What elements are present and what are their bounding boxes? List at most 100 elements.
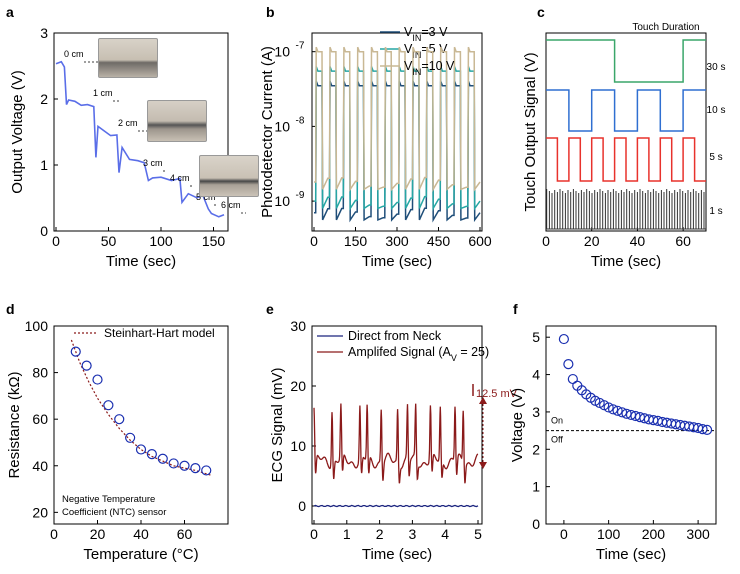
panel-label-f: f — [513, 301, 518, 317]
step-annotation-0: 0 cm — [64, 49, 84, 59]
x-tick-label-a-3: 150 — [202, 233, 226, 249]
x-axis-label-e: Time (sec) — [362, 546, 432, 563]
series-line-b-0 — [314, 80, 481, 223]
y-tick-label-d-1: 40 — [32, 458, 48, 474]
step-annotation-6: 6 cm — [221, 200, 241, 210]
data-point-d-7 — [146, 449, 157, 460]
data-point-d-5 — [125, 432, 136, 443]
series-line-e-0 — [313, 504, 479, 508]
model-curve-d — [70, 339, 211, 476]
plot-frame-e — [311, 325, 483, 525]
x-tick-label-e-1: 1 — [343, 526, 351, 542]
x-tick-label-e-2: 2 — [376, 526, 384, 542]
step-annotation-1: 1 cm — [93, 88, 113, 98]
y-tick-label-f-1: 1 — [532, 479, 540, 495]
data-point-d-10 — [179, 460, 190, 471]
x-tick-label-c-2: 40 — [630, 233, 646, 249]
note-line-2-d: Coefficient (NTC) sensor — [62, 507, 166, 518]
data-point-d-4 — [114, 414, 125, 425]
x-tick-label-f-2: 200 — [642, 526, 666, 542]
panel-label-a: a — [6, 4, 14, 20]
chart-title-c: Touch Duration — [632, 22, 699, 33]
data-point-d-1 — [81, 360, 92, 371]
y-tick-label-d-0: 20 — [32, 504, 48, 520]
x-tick-label-b-4: 600 — [468, 233, 492, 249]
y-tick-label-e-2: 20 — [290, 378, 306, 394]
y-tick-label-a-2: 2 — [40, 91, 48, 107]
data-point-d-6 — [135, 444, 147, 455]
y-tick-label-d-4: 100 — [25, 318, 49, 334]
plot-frame-f — [545, 325, 717, 525]
y-axis-label-f: Voltage (V) — [509, 388, 526, 462]
y-tick-label-d-3: 80 — [32, 365, 48, 381]
x-axis-label-f: Time (sec) — [596, 546, 666, 563]
x-axis-label-d: Temperature (°C) — [83, 546, 198, 563]
data-point-d-8 — [157, 453, 168, 464]
plot-frame-b — [311, 32, 483, 232]
y-axis-label-c: Touch Output Signal (V) — [522, 52, 539, 211]
series-line-b-1 — [314, 66, 481, 212]
data-point-f-0 — [558, 333, 569, 345]
data-point-f-11 — [608, 404, 619, 415]
y-axis-label-a: Output Voltage (V) — [9, 70, 26, 193]
y-tick-exp-b-2: -7 — [296, 41, 305, 52]
y-tick-label-d-2: 60 — [32, 411, 48, 427]
panel-label-b: b — [266, 4, 275, 20]
x-tick-label-d-1: 20 — [90, 526, 106, 542]
photo-inset-hand-touch-2 — [147, 100, 207, 142]
duration-label-c-2: 5 s — [709, 152, 722, 163]
y-tick-label-f-2: 2 — [532, 441, 540, 457]
data-point-d-3 — [103, 400, 114, 411]
legend-label-b-2: VIN=10 V — [404, 59, 455, 77]
y-axis-label-e: ECG Signal (mV) — [269, 367, 286, 482]
duration-label-c-0: 30 s — [707, 62, 726, 73]
series-line-a — [55, 60, 225, 218]
panel-label-c: c — [537, 4, 545, 20]
step-annotation-3: 3 cm — [143, 158, 163, 168]
data-point-f-31 — [697, 424, 708, 435]
x-tick-label-c-1: 20 — [584, 233, 600, 249]
x-tick-label-d-0: 0 — [50, 526, 58, 542]
x-tick-label-b-0: 0 — [310, 233, 318, 249]
duration-label-c-1: 10 s — [707, 105, 726, 116]
y-tick-label-f-3: 3 — [532, 404, 540, 420]
amplitude-arrowhead-bottom-e — [479, 462, 487, 469]
series-line-c-0 — [546, 39, 706, 83]
series-line-c-2 — [546, 137, 706, 182]
series-line-c-3 — [546, 189, 705, 229]
y-axis-label-b: Photodetector Current (A) — [259, 46, 276, 218]
plot-frame-c — [545, 32, 707, 232]
y-tick-label-f-5: 5 — [532, 329, 540, 345]
y-tick-label-e-0: 0 — [298, 498, 306, 514]
data-point-d-2 — [92, 374, 103, 385]
x-tick-label-e-3: 3 — [409, 526, 417, 542]
threshold-label-off-f: Off — [551, 435, 563, 445]
legend-label-e-1: Amplifed Signal (AV = 25) — [348, 345, 489, 363]
panel-label-e: e — [266, 301, 274, 317]
data-point-f-13 — [616, 407, 628, 418]
amplitude-label-e: 12.5 mV — [476, 388, 518, 400]
x-tick-label-e-4: 4 — [441, 526, 449, 542]
y-tick-label-f-0: 0 — [532, 516, 540, 532]
y-tick-label-a-1: 1 — [40, 157, 48, 173]
y-tick-label-b-0: 10 — [274, 193, 290, 209]
series-line-c-1 — [546, 89, 706, 132]
x-tick-label-e-0: 0 — [310, 526, 318, 542]
series-line-b-2 — [314, 46, 481, 193]
panel-label-d: d — [6, 301, 15, 317]
legend-label-b-0: VIN=3 V — [404, 25, 448, 43]
y-tick-label-e-1: 10 — [290, 438, 306, 454]
x-tick-label-d-3: 60 — [177, 526, 193, 542]
data-point-d-0 — [70, 346, 81, 357]
x-axis-label-a: Time (sec) — [106, 253, 176, 270]
duration-label-c-3: 1 s — [709, 206, 722, 217]
y-tick-label-b-2: 10 — [274, 44, 290, 60]
y-tick-label-e-3: 30 — [290, 318, 306, 334]
x-tick-label-f-0: 0 — [560, 526, 568, 542]
data-point-d-9 — [168, 458, 179, 469]
x-tick-label-a-2: 100 — [149, 233, 173, 249]
x-tick-label-c-3: 60 — [675, 233, 691, 249]
step-annotation-5: 5 cm — [196, 192, 216, 202]
data-point-f-10 — [603, 402, 614, 413]
